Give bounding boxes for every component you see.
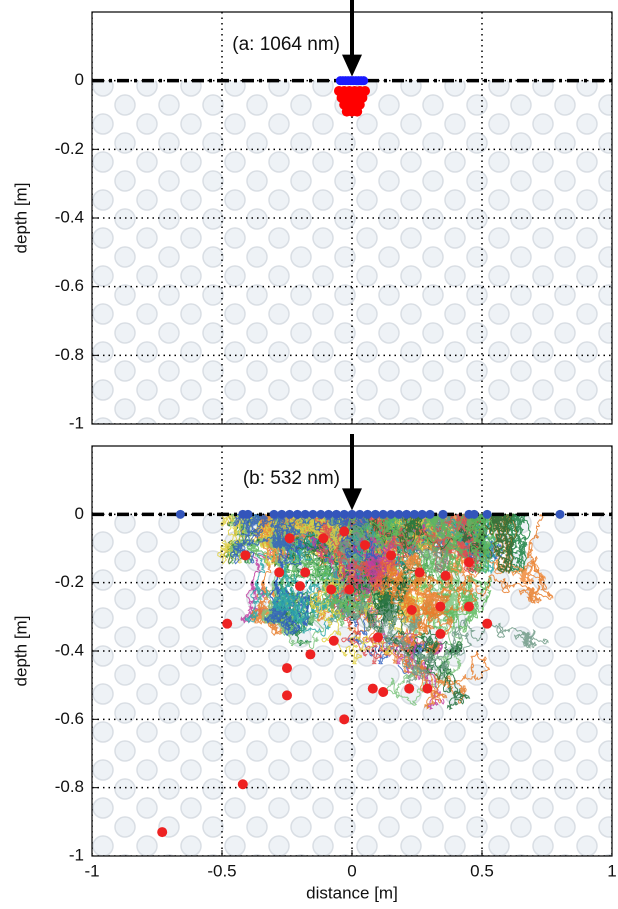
data-point	[308, 509, 318, 519]
data-point	[409, 509, 419, 519]
y-tick-label: -0.6	[55, 709, 84, 728]
data-point	[370, 509, 380, 519]
x-tick-label: -1	[84, 861, 99, 880]
y-tick-label: -1	[69, 845, 84, 864]
plot-area	[92, 446, 612, 856]
data-point	[339, 714, 350, 725]
data-point	[469, 509, 479, 519]
y-tick-label: -0.8	[55, 777, 84, 796]
data-point	[339, 509, 349, 519]
data-point	[339, 526, 350, 537]
data-point	[328, 635, 339, 646]
trajectory	[230, 512, 385, 568]
panel: 0 -0.2 -0.4 -0.6 -0.8 -1 depth [m] (a: 1064 nm)	[11, 0, 613, 432]
data-point	[344, 584, 355, 595]
data-point	[406, 605, 417, 615]
data-point	[284, 533, 295, 544]
y-tick-label: -0.8	[55, 345, 84, 364]
y-tick-label: -1	[69, 413, 84, 432]
data-point	[438, 509, 448, 519]
data-point	[378, 509, 388, 519]
data-point	[363, 509, 373, 519]
y-axis-label: depth [m]	[11, 183, 30, 254]
data-point	[386, 550, 396, 561]
y-tick-label: -0.2	[55, 572, 84, 591]
data-point	[331, 509, 341, 519]
data-point	[274, 567, 285, 578]
data-point	[425, 509, 435, 519]
data-point	[157, 827, 168, 838]
data-point	[417, 509, 427, 519]
y-tick-label: -0.6	[55, 276, 84, 295]
data-point	[237, 779, 248, 790]
y-tick-label: -0.2	[55, 139, 84, 158]
y-tick-label: 0	[75, 70, 84, 89]
data-point	[282, 663, 292, 674]
data-point	[240, 550, 251, 561]
trajectory	[272, 513, 381, 637]
data-point	[285, 509, 295, 519]
data-point	[404, 683, 415, 694]
data-point	[373, 632, 383, 643]
data-point	[347, 509, 357, 519]
data-point	[243, 509, 253, 519]
annotation: (a: 1064 nm)	[232, 34, 340, 55]
trajectory	[314, 512, 473, 595]
data-point	[352, 106, 363, 117]
x-tick-label: 1	[607, 861, 616, 880]
data-point	[422, 683, 433, 694]
data-point	[464, 601, 474, 612]
annotation: (b: 532 nm)	[243, 468, 340, 489]
y-axis-label: depth [m]	[11, 616, 30, 687]
data-point	[316, 509, 326, 519]
data-point	[355, 509, 365, 519]
data-point	[482, 618, 493, 629]
data-point	[360, 540, 370, 551]
panel: 0 -0.2 -0.4 -0.6 -0.8 -1-1 -0.5 0 0.5 1 depth [m] d…	[11, 434, 617, 902]
x-tick-label: 0.5	[470, 861, 494, 880]
data-point	[402, 509, 412, 519]
data-point	[300, 509, 310, 519]
data-point	[440, 570, 451, 581]
data-point	[555, 509, 565, 519]
plot-area	[92, 12, 612, 424]
y-tick-label: -0.4	[55, 640, 84, 659]
data-point	[305, 649, 316, 660]
data-point	[367, 683, 378, 694]
bead-background	[92, 80, 612, 425]
data-point	[359, 76, 369, 86]
x-tick-label: 0	[347, 861, 356, 880]
data-point	[295, 581, 305, 592]
data-point	[175, 509, 185, 519]
data-point	[378, 687, 389, 697]
data-point	[282, 690, 292, 701]
x-axis-label: distance [m]	[306, 883, 398, 902]
trajectory	[337, 514, 554, 641]
data-point	[464, 557, 474, 568]
data-point	[435, 628, 446, 639]
data-point	[394, 509, 404, 519]
y-tick-label: -0.4	[55, 207, 84, 226]
data-point	[318, 533, 329, 544]
data-point	[482, 509, 492, 519]
arrow-head	[342, 54, 362, 77]
data-point	[324, 509, 334, 519]
y-tick-label: 0	[75, 504, 84, 523]
data-point	[222, 618, 233, 629]
data-point	[435, 601, 446, 612]
arrow-head	[342, 488, 362, 511]
x-tick-label: -0.5	[207, 861, 236, 880]
data-point	[326, 584, 337, 595]
data-point	[386, 509, 396, 519]
data-point	[269, 509, 279, 519]
data-point	[277, 509, 287, 519]
data-point	[292, 509, 302, 519]
data-point	[414, 567, 425, 578]
trajectory	[332, 513, 549, 686]
data-point	[300, 567, 311, 578]
